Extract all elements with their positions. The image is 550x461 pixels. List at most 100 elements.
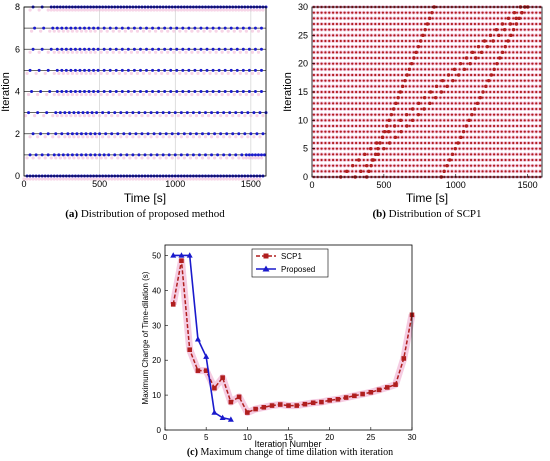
panel-b-point	[535, 85, 538, 88]
panel-a-point-glow	[93, 29, 97, 33]
panel-b-point	[458, 164, 461, 167]
panel-a-point-glow	[154, 29, 158, 33]
panel-b-point	[393, 153, 396, 156]
panel-a-point	[102, 68, 106, 72]
panel-b-point	[496, 130, 500, 133]
panel-a-point	[60, 90, 64, 93]
panel-b-point	[358, 39, 362, 43]
panel-b-point	[489, 141, 492, 145]
panel-a-point-glow	[26, 92, 31, 97]
panel-b-point	[527, 34, 530, 37]
panel-a-point-glow	[46, 50, 50, 54]
panel-a-point-glow	[73, 177, 78, 181]
panel-b-point	[485, 147, 488, 150]
panel-b-point	[477, 124, 480, 128]
panel-b-point	[377, 73, 381, 77]
panel-a-point	[187, 26, 191, 30]
panel-b-point	[538, 107, 542, 111]
panel-b-point	[420, 147, 423, 150]
panel-b-point	[377, 136, 381, 139]
panel-b-point	[454, 119, 457, 122]
panel-b-point	[538, 170, 542, 173]
panel-c-scp1-marker	[385, 385, 390, 390]
panel-b-stream-point	[464, 56, 469, 60]
panel-a-point-glow	[129, 29, 134, 33]
panel-b-point	[366, 102, 369, 105]
panel-b-point	[512, 68, 515, 71]
panel-b-point	[370, 130, 373, 133]
panel-b-point	[335, 130, 339, 133]
panel-b-point	[343, 164, 346, 167]
panel-a-point-glow	[63, 156, 67, 160]
panel-b-point	[328, 56, 331, 60]
panel-a-point	[197, 153, 201, 157]
panel-a-point	[60, 132, 64, 136]
panel-b-point	[492, 79, 496, 82]
panel-b-point	[527, 39, 530, 43]
panel-b-stream-point	[386, 129, 391, 134]
panel-b-point	[374, 136, 377, 139]
panel-b-point	[443, 153, 446, 156]
panel-b-stream-point	[445, 84, 449, 89]
panel-a-point-glow	[259, 156, 264, 160]
panel-b-point	[351, 51, 354, 54]
panel-b-point	[381, 51, 385, 54]
panel-b-point	[431, 73, 434, 77]
panel-b-point	[358, 90, 362, 94]
panel-b-point	[366, 124, 369, 128]
panel-b-point	[377, 170, 381, 173]
panel-b-point	[535, 113, 538, 116]
panel-b-stream-point	[430, 10, 434, 15]
panel-a-point	[173, 111, 177, 115]
panel-b-point	[519, 170, 523, 173]
panel-b-point	[527, 107, 530, 111]
panel-b-point	[450, 73, 454, 77]
panel-b-point	[492, 85, 496, 88]
panel-a-point-glow	[123, 92, 127, 97]
panel-b-point	[492, 56, 496, 60]
panel-b-point	[316, 51, 319, 54]
panel-b-point	[320, 158, 323, 162]
panel-b-point	[366, 107, 369, 111]
panel-a-point-glow	[246, 135, 250, 139]
panel-a-point	[27, 111, 31, 115]
panel-b-point	[362, 51, 365, 54]
panel-a-point	[199, 90, 203, 93]
panel-a-point-glow	[61, 92, 65, 97]
panel-b-point	[446, 17, 450, 20]
panel-b-point	[366, 11, 369, 14]
panel-a-point	[120, 47, 124, 51]
panel-b-point	[450, 147, 454, 150]
panel-a-point	[28, 68, 32, 72]
panel-b-point	[316, 130, 319, 133]
panel-b-point	[492, 22, 496, 26]
panel-b-point	[335, 107, 339, 111]
panel-b-point	[362, 79, 365, 82]
panel-b-point	[404, 62, 408, 65]
panel-b-point	[508, 62, 511, 65]
panel-b-point	[393, 141, 396, 145]
panel-a-point-glow	[258, 135, 262, 139]
panel-b-point	[523, 51, 526, 54]
panel-b-point	[385, 34, 388, 37]
panel-a-ytick-label: 2	[15, 129, 20, 139]
panel-b-point	[381, 34, 385, 37]
panel-b-point	[504, 158, 507, 162]
panel-b-point	[443, 130, 446, 133]
panel-a-point	[217, 68, 221, 72]
panel-b-point	[481, 164, 484, 167]
panel-b-point	[485, 141, 488, 145]
panel-a-point-glow	[116, 114, 120, 118]
panel-b-frame	[311, 6, 543, 178]
panel-a-point	[193, 68, 197, 72]
panel-a-point-glow	[66, 50, 70, 54]
panel-a-point-glow	[184, 29, 188, 33]
panel-a-point-glow	[119, 8, 123, 12]
panel-a-point-glow	[58, 8, 62, 12]
panel-a-point-glow	[247, 156, 251, 160]
panel-b-point	[492, 124, 496, 128]
panel-a-point	[149, 153, 153, 157]
panel-a-point	[253, 153, 257, 157]
panel-b-point	[423, 56, 427, 60]
panel-b-point	[316, 17, 319, 20]
